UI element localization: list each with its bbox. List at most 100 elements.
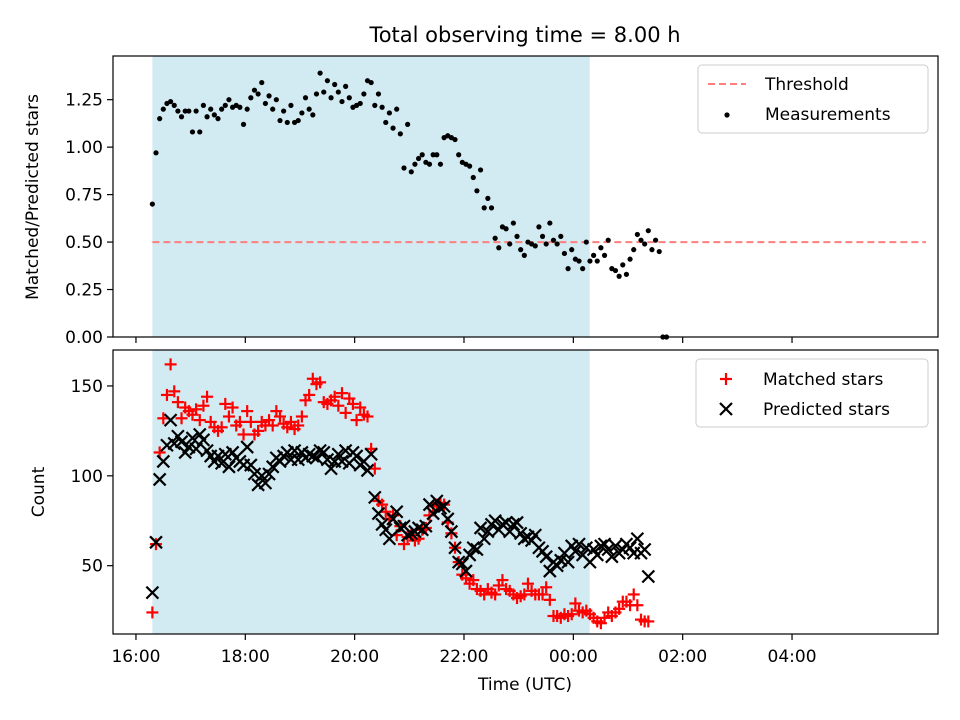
predicted-star-point [473, 521, 488, 535]
predicted-star-point [386, 512, 400, 526]
matched-star-point [266, 419, 279, 432]
predicted-star-point [444, 524, 459, 539]
measurement-point [536, 224, 542, 230]
measurement-point [434, 152, 440, 158]
measurement-point [368, 79, 374, 86]
predicted-star-point [214, 456, 229, 471]
predicted-star-point [152, 472, 167, 487]
predicted-star-point [389, 504, 404, 519]
x-tick-label: 22:00 [439, 647, 488, 667]
measurement-point [634, 231, 640, 238]
matched-star-point [627, 588, 640, 601]
matched-legend-swatch [720, 373, 732, 385]
predicted-star-point [302, 447, 316, 462]
matched-star-point [536, 588, 549, 601]
measurement-point [583, 239, 589, 245]
x-tick-label: 00:00 [549, 647, 598, 667]
count-y-tick-label: 50 [81, 557, 103, 577]
measurement-point [539, 233, 546, 239]
measurement-point [386, 110, 392, 116]
measurement-point [149, 201, 155, 207]
predicted-star-point [539, 549, 553, 564]
count-y-axis: 50 100 150 [71, 377, 113, 577]
matched-star-points [146, 358, 655, 630]
matched-star-point [171, 396, 184, 409]
measurement-point [645, 228, 651, 234]
predicted-star-point [601, 542, 615, 557]
measurement-point [361, 91, 367, 97]
ratio-plot: 0.00 0.25 0.50 0.75 1.00 1.25 Matched/Predict… [23, 55, 939, 348]
matched-star-point [540, 581, 553, 594]
predicted-star-point [568, 544, 583, 559]
measurement-point [277, 117, 283, 124]
count-legend-box [695, 358, 929, 428]
predicted-star-point [470, 542, 484, 557]
predicted-star-point [455, 557, 470, 571]
measurement-point [200, 102, 207, 108]
measurement-point [587, 258, 593, 264]
matched-star-point [303, 388, 316, 401]
measurement-point [346, 95, 352, 101]
predicted-star-point [510, 515, 524, 530]
matched-star-point [233, 415, 246, 428]
predicted-star-point [240, 440, 254, 454]
count-plot: 50 100 150 16:00 18:00 20:00 22:00 00:00 02:00 0… [29, 349, 939, 695]
predicted-star-point [222, 460, 236, 474]
predicted-star-point [433, 501, 448, 515]
predicted-star-point [349, 449, 364, 463]
measurement-point [266, 93, 272, 99]
matched-star-point [295, 410, 308, 423]
measurement-point [186, 108, 192, 114]
measurement-point [532, 243, 538, 249]
matched-star-point [521, 577, 534, 590]
matched-star-point [252, 424, 265, 437]
predicted-star-point [572, 537, 586, 551]
matched-star-point [361, 410, 374, 423]
predicted-star-point [163, 413, 178, 427]
predicted-star-point [426, 506, 440, 521]
measurement-point [543, 241, 549, 247]
matched-star-point [518, 588, 531, 601]
measurement-point [339, 98, 345, 105]
measurement-point [496, 245, 502, 251]
measurement-point [412, 161, 418, 167]
measurement-point [616, 273, 622, 279]
predicted-star-point [437, 499, 451, 514]
predicted-star-point [313, 443, 327, 458]
predicted-star-point [440, 512, 455, 526]
matched-star-point [445, 527, 458, 540]
measurement-point [415, 155, 422, 162]
count-legend: Matched stars Predicted stars [695, 358, 929, 428]
measurement-point [561, 250, 568, 257]
matched-star-point [350, 414, 363, 427]
matched-star-point [489, 588, 502, 601]
ratio-legend: Threshold Measurements [697, 64, 929, 134]
matched-star-point [226, 401, 239, 414]
predicted-star-point [189, 442, 203, 456]
predicted-legend-label: Predicted stars [763, 400, 890, 420]
ratio-y-axis-label: Matched/Predicted stars [23, 94, 43, 300]
measurement-point [394, 106, 400, 112]
count-y-tick-label: 100 [71, 467, 103, 487]
x-tick-label: 20:00 [330, 647, 379, 667]
measurement-point [383, 119, 389, 126]
measurement-point [299, 110, 305, 116]
matched-star-point [273, 410, 286, 423]
measurement-point [554, 241, 560, 247]
measurement-point [302, 95, 309, 101]
measurement-point [580, 266, 586, 272]
measurement-point [273, 97, 279, 103]
count-y-axis-label: Count [29, 466, 49, 517]
predicted-star-point [477, 531, 491, 546]
measurement-point [171, 102, 177, 108]
measurement-point [204, 114, 210, 120]
measurement-point [153, 150, 159, 156]
measurement-point [397, 131, 403, 137]
matched-star-point [168, 385, 181, 398]
measurement-point [485, 195, 491, 201]
measurement-point [477, 167, 484, 173]
measurements-legend-label: Measurements [765, 105, 891, 125]
predicted-star-point [448, 540, 462, 555]
measurement-point [408, 169, 414, 175]
measurement-point [211, 112, 217, 118]
